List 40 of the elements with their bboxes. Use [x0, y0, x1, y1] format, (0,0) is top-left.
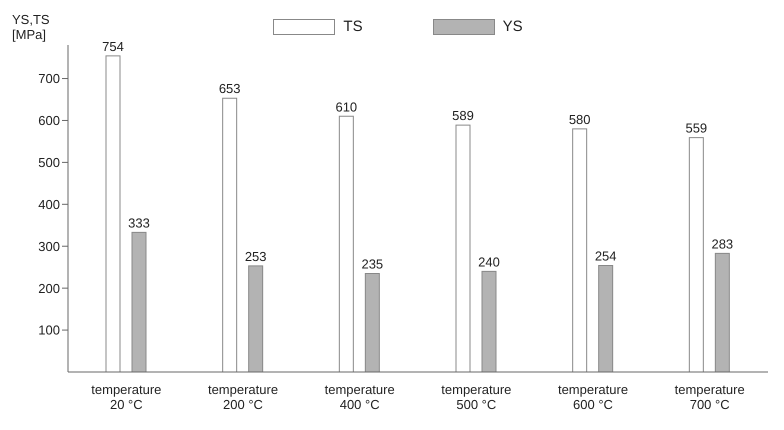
data-label: 283 [711, 236, 734, 252]
bar [572, 128, 588, 372]
y-axis-title: YS,TS [MPa] [12, 12, 50, 42]
y-tick-label: 700 [38, 71, 60, 86]
data-label: 559 [685, 120, 708, 136]
bar [106, 55, 120, 372]
bar [598, 265, 614, 372]
bar [132, 232, 146, 372]
bar [248, 265, 264, 372]
y-tick-label: 200 [38, 280, 60, 296]
data-label: 589 [452, 108, 474, 124]
legend-label: YS [502, 18, 523, 35]
x-tick-label: temperature 500 °C [441, 382, 512, 412]
data-label: 254 [594, 248, 617, 264]
data-label: 253 [244, 248, 267, 264]
y-tick-label: 300 [38, 238, 60, 254]
y-tick-label: 400 [38, 196, 60, 212]
bar [688, 137, 704, 372]
data-label: 610 [335, 99, 358, 114]
legend-label: TS [342, 18, 363, 35]
bar [364, 272, 380, 372]
y-tick-label: 100 [38, 322, 60, 338]
x-tick-label: temperature 400 °C [324, 382, 395, 412]
bar [482, 270, 496, 372]
data-label: 653 [218, 81, 241, 96]
bar [714, 252, 730, 372]
data-label: 754 [102, 38, 124, 54]
bar [338, 116, 354, 372]
bar [222, 98, 238, 372]
data-label: 580 [568, 112, 591, 127]
y-tick-label: 500 [38, 155, 60, 170]
x-tick-label: temperature 700 °C [674, 382, 745, 412]
bar [456, 124, 470, 372]
data-label: 235 [361, 256, 384, 272]
data-label: 333 [128, 215, 150, 230]
y-tick-label: 600 [38, 113, 60, 128]
x-tick-label: temperature 200 °C [208, 382, 278, 412]
x-tick-label: temperature 600 °C [558, 382, 628, 412]
x-tick-label: temperature 20 °C [91, 382, 162, 412]
data-label: 240 [478, 254, 500, 270]
